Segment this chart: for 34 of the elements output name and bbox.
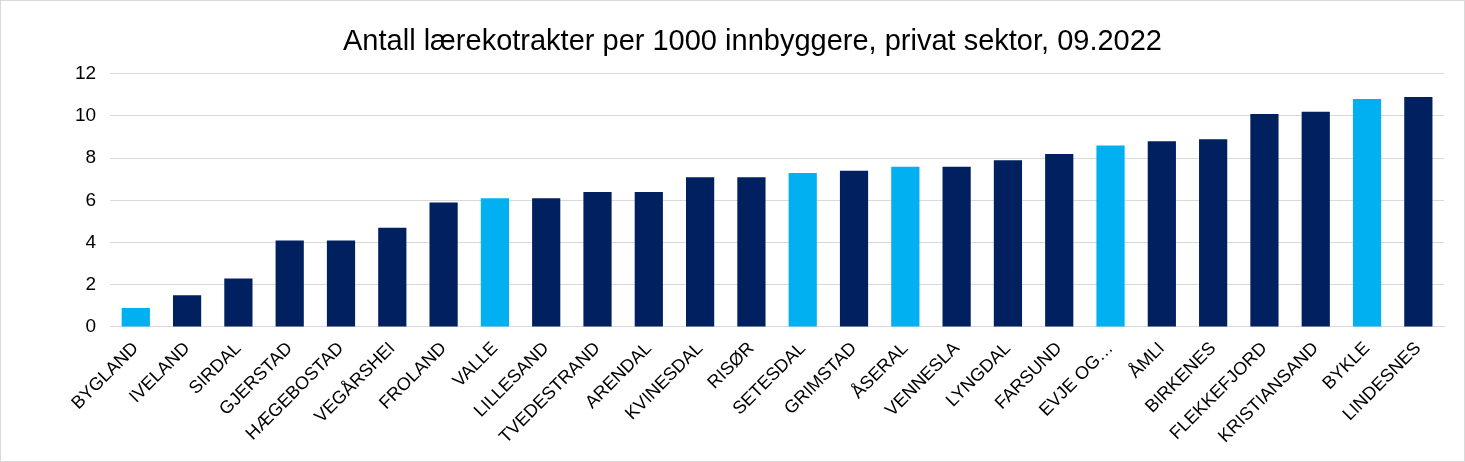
y-tick-label: 2 <box>85 273 97 294</box>
bar <box>891 166 920 327</box>
bar <box>1199 139 1228 327</box>
bar <box>532 198 561 327</box>
bar <box>737 177 766 327</box>
y-tick-label: 0 <box>85 315 97 337</box>
bar <box>1096 145 1125 327</box>
bar <box>121 307 150 327</box>
chart-title: Antall lærekotrakter per 1000 innbyggere, privat sektor, 09.2022 <box>343 24 1162 57</box>
bar <box>1301 111 1330 327</box>
bar <box>1045 153 1074 327</box>
bar <box>224 278 253 327</box>
bar <box>275 240 304 327</box>
bar <box>993 160 1023 327</box>
bar <box>1352 99 1382 327</box>
bar <box>686 177 715 327</box>
bar <box>839 170 869 327</box>
bar <box>1147 141 1176 327</box>
bar <box>429 202 458 327</box>
y-tick-label: 6 <box>85 188 97 210</box>
bar <box>1404 97 1433 327</box>
bar <box>634 191 663 327</box>
bar <box>480 198 510 327</box>
y-tick-label: 12 <box>74 62 97 84</box>
bar <box>1250 113 1279 327</box>
bar <box>326 240 356 327</box>
y-tick-label: 4 <box>85 230 97 252</box>
bar <box>583 191 612 327</box>
bar <box>378 227 407 327</box>
bar <box>172 295 202 327</box>
y-tick-label: 10 <box>74 104 97 126</box>
bar <box>942 166 971 327</box>
y-tick-label: 8 <box>85 146 97 168</box>
bar <box>788 172 817 327</box>
